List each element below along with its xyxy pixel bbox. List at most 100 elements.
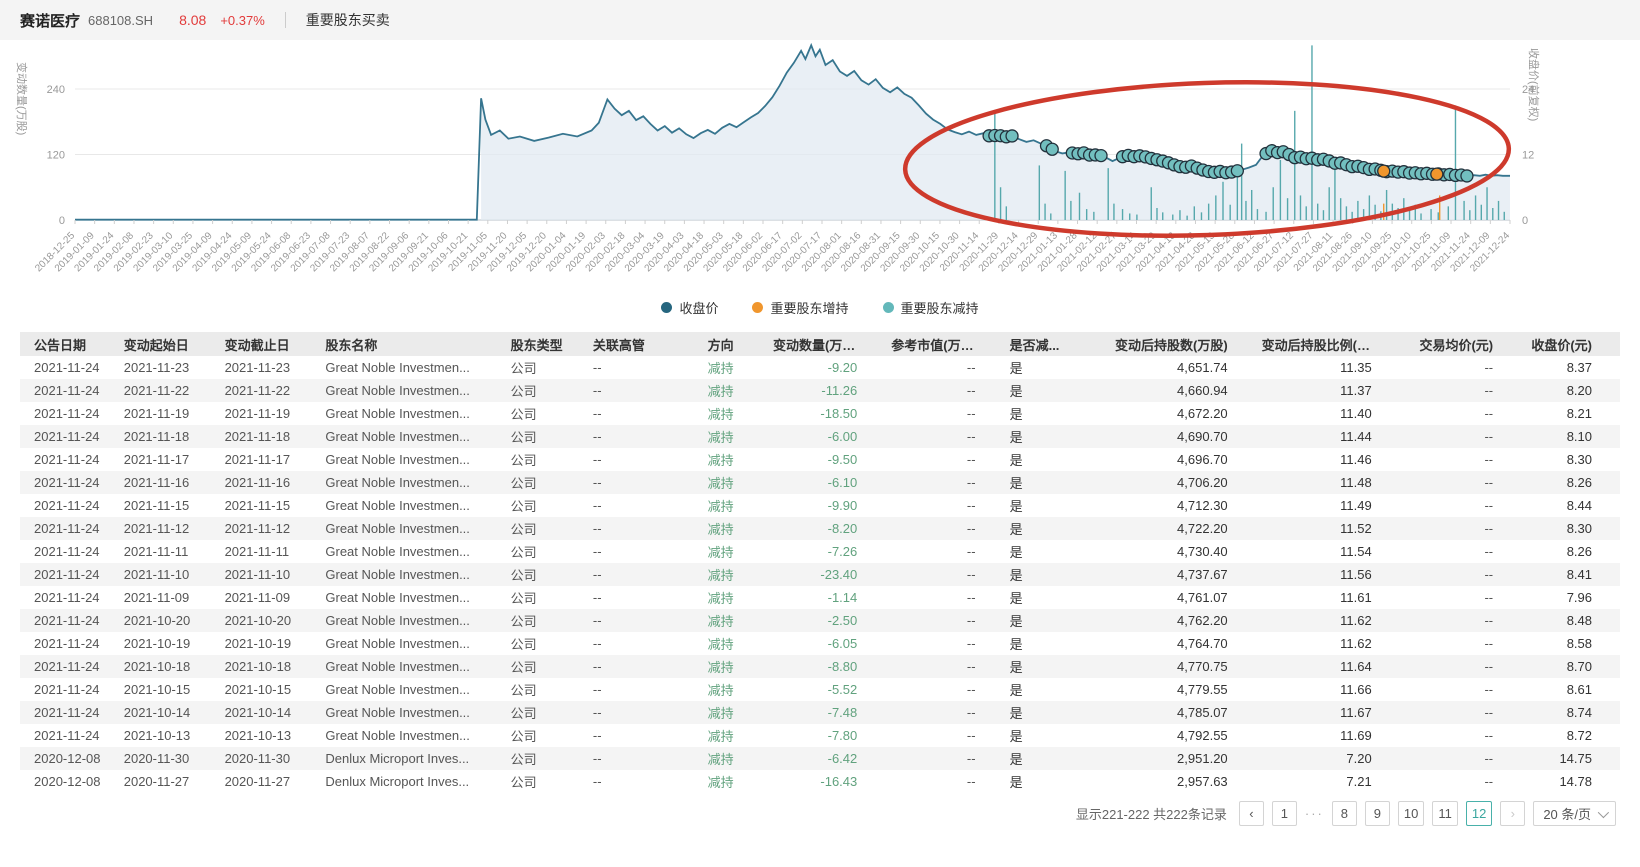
- cell-4: 公司: [505, 448, 587, 471]
- page-size-select[interactable]: 20 条/页: [1533, 801, 1616, 826]
- cell-6: 减持: [674, 701, 767, 724]
- cell-0: 2021-11-24: [20, 448, 118, 471]
- cell-0: 2021-11-24: [20, 517, 118, 540]
- column-header-4[interactable]: 股东类型: [505, 332, 587, 356]
- svg-text:0: 0: [59, 215, 65, 227]
- cell-13: 8.61: [1521, 678, 1620, 701]
- cell-3: Great Noble Investmen...: [319, 356, 504, 379]
- legend-label: 收盘价: [679, 298, 718, 317]
- cell-7: -6.42: [767, 747, 885, 770]
- cell-5: --: [587, 356, 674, 379]
- cell-3: Great Noble Investmen...: [319, 563, 504, 586]
- cell-4: 公司: [505, 632, 587, 655]
- column-header-0[interactable]: 公告日期: [20, 332, 118, 356]
- cell-9: 是: [1004, 379, 1086, 402]
- column-header-11[interactable]: 变动后持股比例(%): [1256, 332, 1400, 356]
- cell-1: 2021-10-18: [118, 655, 219, 678]
- cell-1: 2021-11-23: [118, 356, 219, 379]
- page-button-1[interactable]: 1: [1272, 801, 1297, 826]
- cell-8: --: [885, 540, 1003, 563]
- cell-7: -7.26: [767, 540, 885, 563]
- legend-item-2[interactable]: 重要股东减持: [883, 298, 979, 317]
- cell-6: 减持: [674, 678, 767, 701]
- cell-3: Great Noble Investmen...: [319, 471, 504, 494]
- cell-0: 2021-11-24: [20, 586, 118, 609]
- cell-4: 公司: [505, 471, 587, 494]
- tab-important-shareholder-trading[interactable]: 重要股东买卖: [306, 10, 390, 30]
- table-row: 2021-11-242021-11-102021-11-10Great Nobl…: [20, 563, 1620, 586]
- cell-12: --: [1400, 678, 1521, 701]
- page-button-11[interactable]: 11: [1432, 801, 1458, 826]
- cell-13: 8.30: [1521, 517, 1620, 540]
- legend-item-0[interactable]: 收盘价: [661, 298, 718, 317]
- column-header-1[interactable]: 变动起始日: [118, 332, 219, 356]
- cell-6: 减持: [674, 540, 767, 563]
- cell-1: 2020-11-27: [118, 770, 219, 793]
- cell-13: 8.37: [1521, 356, 1620, 379]
- cell-2: 2021-11-11: [219, 540, 320, 563]
- cell-0: 2021-11-24: [20, 609, 118, 632]
- cell-8: --: [885, 747, 1003, 770]
- cell-13: 14.78: [1521, 770, 1620, 793]
- cell-8: --: [885, 563, 1003, 586]
- cell-11: 11.40: [1256, 402, 1400, 425]
- pagination-summary: 显示221-222 共222条记录: [1076, 804, 1227, 823]
- cell-0: 2021-11-24: [20, 425, 118, 448]
- cell-2: 2021-10-14: [219, 701, 320, 724]
- cell-2: 2021-11-09: [219, 586, 320, 609]
- cell-10: 2,951.20: [1086, 747, 1256, 770]
- cell-4: 公司: [505, 747, 587, 770]
- table-row: 2021-11-242021-11-232021-11-23Great Nobl…: [20, 356, 1620, 379]
- cell-12: --: [1400, 379, 1521, 402]
- cell-1: 2021-10-19: [118, 632, 219, 655]
- cell-8: --: [885, 471, 1003, 494]
- cell-5: --: [587, 586, 674, 609]
- cell-5: --: [587, 747, 674, 770]
- cell-9: 是: [1004, 770, 1086, 793]
- cell-9: 是: [1004, 609, 1086, 632]
- column-header-2[interactable]: 变动截止日: [219, 332, 320, 356]
- cell-11: 11.44: [1256, 425, 1400, 448]
- cell-10: 4,770.75: [1086, 655, 1256, 678]
- table-row: 2021-11-242021-11-222021-11-22Great Nobl…: [20, 379, 1620, 402]
- cell-12: --: [1400, 540, 1521, 563]
- page-ellipsis[interactable]: ···: [1305, 806, 1324, 821]
- shareholder-trading-chart: 012024001224变动数量(万股)收盘价(前复权)2018-12-2520…: [0, 40, 1640, 320]
- column-header-13[interactable]: 收盘价(元): [1521, 332, 1620, 356]
- cell-7: -6.10: [767, 471, 885, 494]
- column-header-7[interactable]: 变动数量(万股): [767, 332, 885, 356]
- cell-7: -6.05: [767, 632, 885, 655]
- page-button-10[interactable]: 10: [1398, 801, 1424, 826]
- cell-3: Great Noble Investmen...: [319, 517, 504, 540]
- column-header-8[interactable]: 参考市值(万元): [885, 332, 1003, 356]
- cell-7: -2.50: [767, 609, 885, 632]
- next-page-button[interactable]: ›: [1500, 801, 1525, 826]
- page-button-12[interactable]: 12: [1466, 801, 1492, 826]
- legend-item-1[interactable]: 重要股东增持: [752, 298, 848, 317]
- cell-5: --: [587, 425, 674, 448]
- table-row: 2021-11-242021-10-152021-10-15Great Nobl…: [20, 678, 1620, 701]
- cell-9: 是: [1004, 563, 1086, 586]
- cell-10: 4,762.20: [1086, 609, 1256, 632]
- legend-dot-icon: [752, 302, 763, 313]
- column-header-10[interactable]: 变动后持股数(万股): [1086, 332, 1256, 356]
- cell-7: -18.50: [767, 402, 885, 425]
- column-header-5[interactable]: 关联高管: [587, 332, 674, 356]
- column-header-3[interactable]: 股东名称: [319, 332, 504, 356]
- column-header-12[interactable]: 交易均价(元): [1400, 332, 1521, 356]
- cell-3: Denlux Microport Inves...: [319, 770, 504, 793]
- cell-6: 减持: [674, 770, 767, 793]
- cell-6: 减持: [674, 563, 767, 586]
- column-header-6[interactable]: 方向: [674, 332, 767, 356]
- cell-2: 2021-11-17: [219, 448, 320, 471]
- prev-page-button[interactable]: ‹: [1239, 801, 1264, 826]
- page-button-8[interactable]: 8: [1332, 801, 1357, 826]
- cell-4: 公司: [505, 586, 587, 609]
- page-button-9[interactable]: 9: [1365, 801, 1390, 826]
- cell-10: 4,672.20: [1086, 402, 1256, 425]
- table-row: 2021-11-242021-11-182021-11-18Great Nobl…: [20, 425, 1620, 448]
- column-header-9[interactable]: 是否减...: [1004, 332, 1086, 356]
- cell-11: 11.48: [1256, 471, 1400, 494]
- cell-12: --: [1400, 448, 1521, 471]
- cell-10: 4,651.74: [1086, 356, 1256, 379]
